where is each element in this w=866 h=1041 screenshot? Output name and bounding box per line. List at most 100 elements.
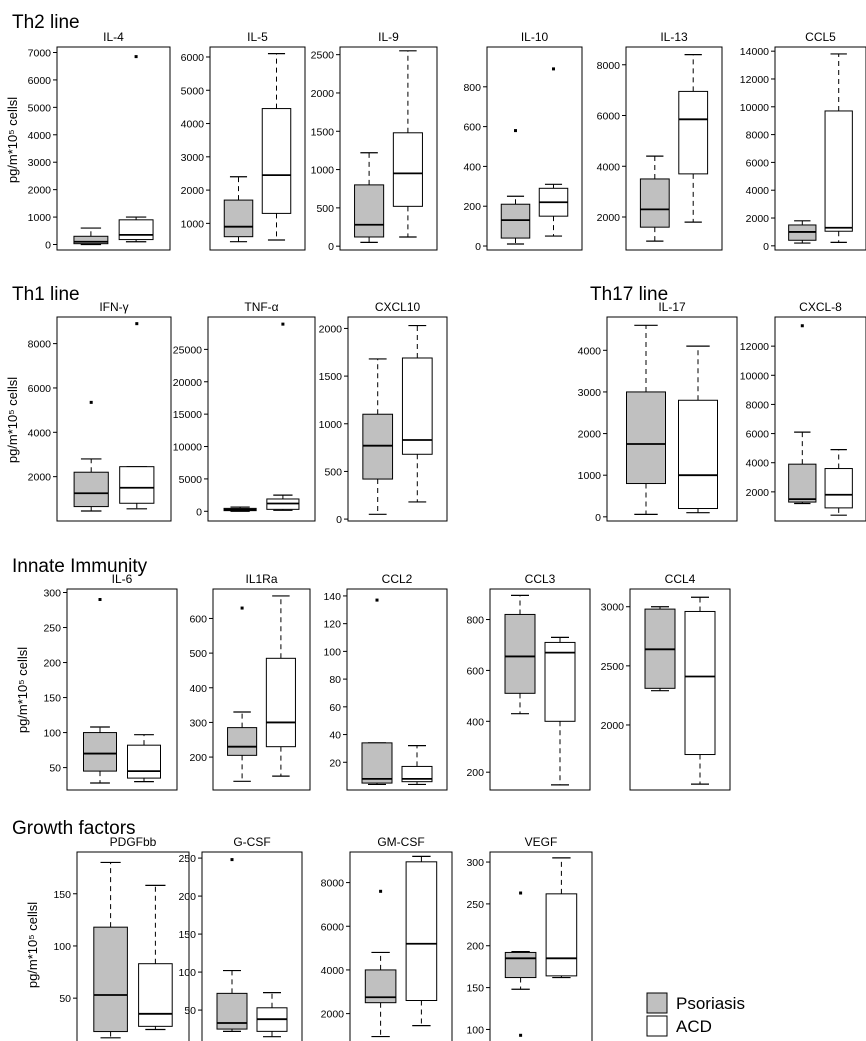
y-tick-label-gm-csf: 2000	[321, 1009, 345, 1021]
y-tick-label-g-csf: 50	[184, 1005, 196, 1017]
y-tick-label-cxcl-8: 6000	[746, 429, 770, 441]
panel-title-ccl5: CCL5	[805, 30, 836, 44]
box-ccl4-psoriasis	[644, 606, 676, 692]
panel-il-13: IL-13 2000 4000 6000 8000	[597, 30, 723, 251]
y-tick-label-il-5: 6000	[181, 52, 205, 64]
y-tick-label-il-6: 300	[43, 588, 61, 600]
panel-pdgfbb: PDGFbb 50 100 150	[53, 835, 190, 1041]
y-tick-label-tnf: 15000	[173, 409, 202, 421]
panel-title-ccl4: CCL4	[665, 572, 696, 586]
panel-frame-ccl5	[774, 46, 866, 251]
box-il-5-acd	[261, 53, 292, 241]
panel-frame-pdgfbb	[76, 851, 190, 1041]
y-axis-labels: pg/m*10⁵ cellsl pg/m*10⁵ cellsl pg/m*10⁵ c…	[5, 97, 40, 988]
box-tnf-psoriasis	[223, 506, 257, 512]
outlier-point	[514, 129, 517, 133]
box-il-10-acd	[538, 67, 569, 237]
panel-title-pdgfbb: PDGFbb	[110, 835, 157, 849]
panel-il1ra: IL1Ra 200 300 400 500 600	[189, 572, 311, 791]
box-il-17-acd	[678, 345, 718, 514]
panel-title-il1ra: IL1Ra	[245, 572, 277, 586]
panel-title-gm-csf: GM-CSF	[377, 835, 424, 849]
box-il-10-psoriasis	[500, 129, 531, 245]
box-cxcl-8-acd	[824, 449, 853, 516]
y-tick-label-gm-csf: 8000	[321, 878, 345, 890]
box-iqr	[401, 765, 433, 783]
y-tick-label-il-13: 4000	[597, 161, 621, 173]
section-title-th17-line: Th17 line	[590, 284, 668, 305]
y-tick-label-ccl5: 12000	[740, 74, 769, 86]
box-iqr	[405, 861, 438, 1002]
y-tick-label-il-6: 100	[43, 728, 61, 740]
y-tick-label-il-4: 3000	[28, 157, 52, 169]
y-tick-label-g-csf: 150	[178, 929, 196, 941]
y-tick-label-ccl5: 0	[763, 241, 769, 253]
panel-il-6: IL-6 50 100 150 200 250 300	[43, 572, 178, 791]
panel-title-il-10: IL-10	[521, 30, 549, 44]
box-il-13-psoriasis	[639, 155, 670, 242]
box-il-5-psoriasis	[223, 176, 254, 243]
box-iqr	[678, 90, 709, 175]
box-pdgfbb-acd	[138, 884, 173, 1031]
box-cxcl10-acd	[401, 324, 433, 503]
y-tick-label-il-6: 200	[43, 658, 61, 670]
panel-frame-il-17	[606, 316, 738, 522]
box-gm-csf-psoriasis	[364, 889, 397, 1038]
box-iqr	[261, 108, 292, 214]
y-axis-label: pg/m*10⁵ cellsl	[25, 902, 40, 988]
y-tick-label-il-6: 50	[49, 763, 61, 775]
section-title-th1-line: Th1 line	[12, 284, 80, 305]
y-tick-label-il-5: 4000	[181, 119, 205, 131]
y-tick-label-il-13: 2000	[597, 212, 621, 224]
legend-swatch-psoriasis	[646, 992, 668, 1014]
box-iqr	[401, 357, 433, 455]
box-iqr	[73, 235, 109, 245]
outlier-point	[375, 598, 379, 602]
y-tick-label-il-5: 2000	[181, 185, 205, 197]
box-il-4-psoriasis	[73, 227, 109, 246]
panel-frame-g-csf	[201, 851, 303, 1041]
y-tick-label-ccl5: 10000	[740, 102, 769, 114]
panel-frame-ccl2	[346, 588, 448, 791]
panel-frame-il-5	[209, 46, 306, 251]
panel-ccl5: CCL5 0 2000 4000 6000 8000 10000 12000 14000	[740, 30, 866, 253]
y-tick-label-ccl3: 600	[466, 665, 484, 677]
section-title-th2-line: Th2 line	[12, 12, 80, 33]
panel-title-ccl3: CCL3	[525, 572, 556, 586]
box-iqr	[227, 727, 258, 756]
panel-frame-cxcl-8	[774, 316, 866, 522]
outlier-point	[281, 322, 285, 326]
y-axis-label: pg/m*10⁵ cellsl	[5, 377, 20, 463]
panel-g-csf: G-CSF 50 100 150 200 250	[178, 835, 303, 1041]
panel-title-ccl2: CCL2	[382, 572, 413, 586]
box-iqr	[361, 742, 393, 784]
y-tick-label-il-4: 6000	[28, 75, 52, 87]
outlier-point	[89, 400, 93, 404]
box-g-csf-psoriasis	[216, 858, 248, 1032]
box-iqr	[392, 132, 423, 207]
y-tick-label-il-9: 2500	[311, 50, 335, 62]
panel-frame-cxcl10	[347, 316, 448, 522]
panel-title-ifn: IFN-γ	[99, 300, 128, 314]
y-tick-label-gm-csf: 6000	[321, 921, 345, 933]
y-tick-label-vegf: 150	[466, 983, 484, 995]
panel-vegf: VEGF 100 150 200 250 300	[466, 835, 593, 1041]
panel-frame-il-4	[56, 46, 171, 251]
y-tick-label-il1ra: 200	[189, 752, 207, 764]
panel-title-cxcl-8: CXCL-8	[799, 300, 842, 314]
y-tick-label-ccl3: 400	[466, 716, 484, 728]
y-tick-label-ccl2: 40	[329, 730, 341, 742]
box-il-17-psoriasis	[626, 324, 666, 515]
y-tick-label-il-6: 250	[43, 623, 61, 635]
box-cxcl-8-psoriasis	[788, 324, 817, 505]
y-tick-label-cxcl10: 1000	[319, 419, 343, 431]
y-tick-label-vegf: 250	[466, 899, 484, 911]
y-tick-label-il-5: 3000	[181, 152, 205, 164]
box-iqr	[545, 893, 578, 977]
y-tick-label-pdgfbb: 150	[53, 889, 71, 901]
box-iqr	[788, 463, 817, 503]
y-tick-label-il-10: 400	[463, 161, 481, 173]
box-iqr	[354, 184, 385, 238]
box-iqr	[678, 399, 718, 510]
